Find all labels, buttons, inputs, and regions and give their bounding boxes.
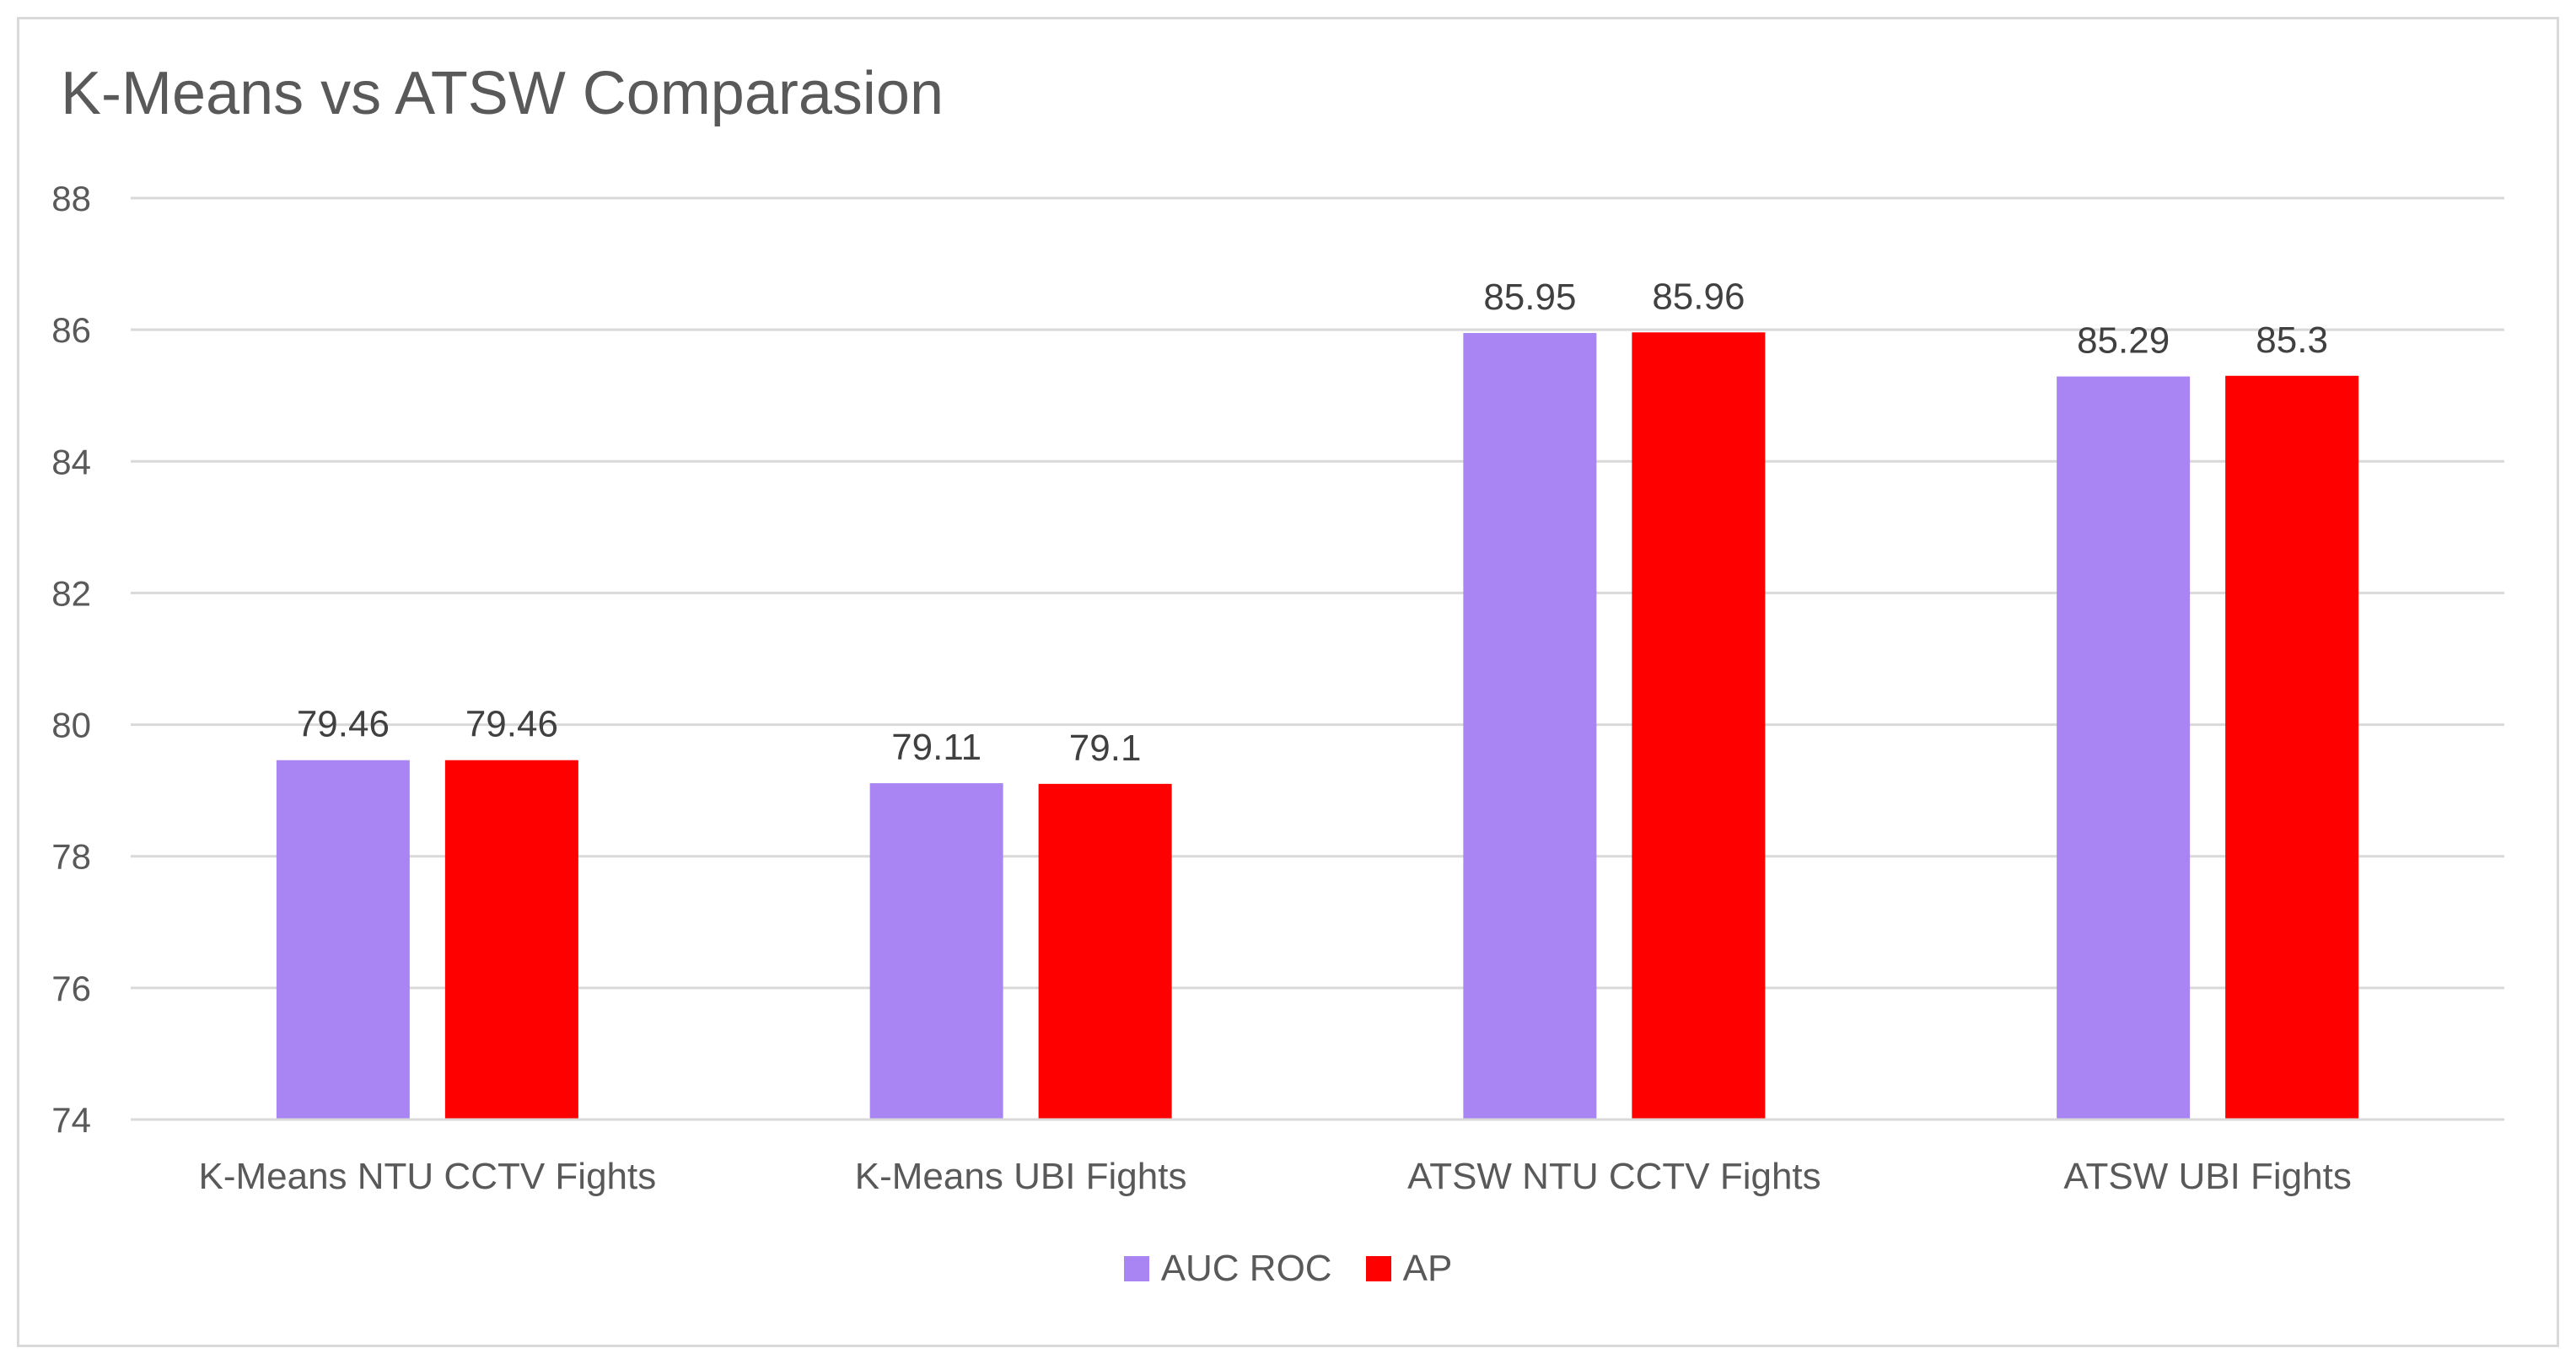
y-tick-label: 84 bbox=[51, 442, 91, 481]
chart-title: K-Means vs ATSW Comparasion bbox=[61, 60, 944, 127]
x-tick-label: K-Means UBI Fights bbox=[855, 1156, 1187, 1197]
data-label: 85.95 bbox=[1483, 277, 1576, 318]
y-tick-label: 80 bbox=[51, 706, 91, 745]
bar-ap bbox=[2225, 375, 2359, 1120]
data-label: 79.46 bbox=[465, 704, 558, 745]
legend-item-auc-roc: AUC ROC bbox=[1123, 1248, 1332, 1290]
data-label: 85.29 bbox=[2077, 320, 2170, 362]
data-label: 85.3 bbox=[2256, 320, 2328, 361]
legend-label-ap: AP bbox=[1402, 1248, 1453, 1289]
data-label: 79.1 bbox=[1069, 728, 1142, 769]
y-tick-label: 86 bbox=[51, 310, 91, 350]
legend-swatch-ap bbox=[1365, 1256, 1391, 1281]
x-tick-label: ATSW UBI Fights bbox=[2063, 1156, 2351, 1197]
legend-label-auc-roc: AUC ROC bbox=[1160, 1248, 1332, 1289]
y-tick-label: 82 bbox=[51, 573, 91, 613]
y-tick-label: 88 bbox=[51, 179, 91, 218]
bar-auc-roc bbox=[1463, 333, 1597, 1120]
y-tick-label: 78 bbox=[51, 837, 91, 877]
legend: AUC ROC AP bbox=[0, 1248, 2576, 1290]
x-tick-label: ATSW NTU CCTV Fights bbox=[1407, 1156, 1821, 1197]
bar-ap bbox=[1632, 332, 1766, 1120]
y-tick-label: 74 bbox=[51, 1100, 91, 1140]
legend-item-ap: AP bbox=[1365, 1248, 1453, 1290]
bar-ap bbox=[444, 760, 578, 1120]
data-label: 79.46 bbox=[297, 704, 390, 745]
legend-swatch-auc-roc bbox=[1123, 1256, 1149, 1281]
bar-ap bbox=[1038, 783, 1172, 1120]
bar-auc-roc bbox=[276, 760, 410, 1120]
data-label: 79.11 bbox=[891, 727, 981, 768]
bar-auc-roc bbox=[869, 783, 1003, 1120]
bar-auc-roc bbox=[2057, 376, 2191, 1120]
x-tick-label: K-Means NTU CCTV Fights bbox=[198, 1156, 656, 1197]
data-label: 85.96 bbox=[1652, 276, 1745, 317]
y-tick-label: 76 bbox=[51, 969, 91, 1008]
